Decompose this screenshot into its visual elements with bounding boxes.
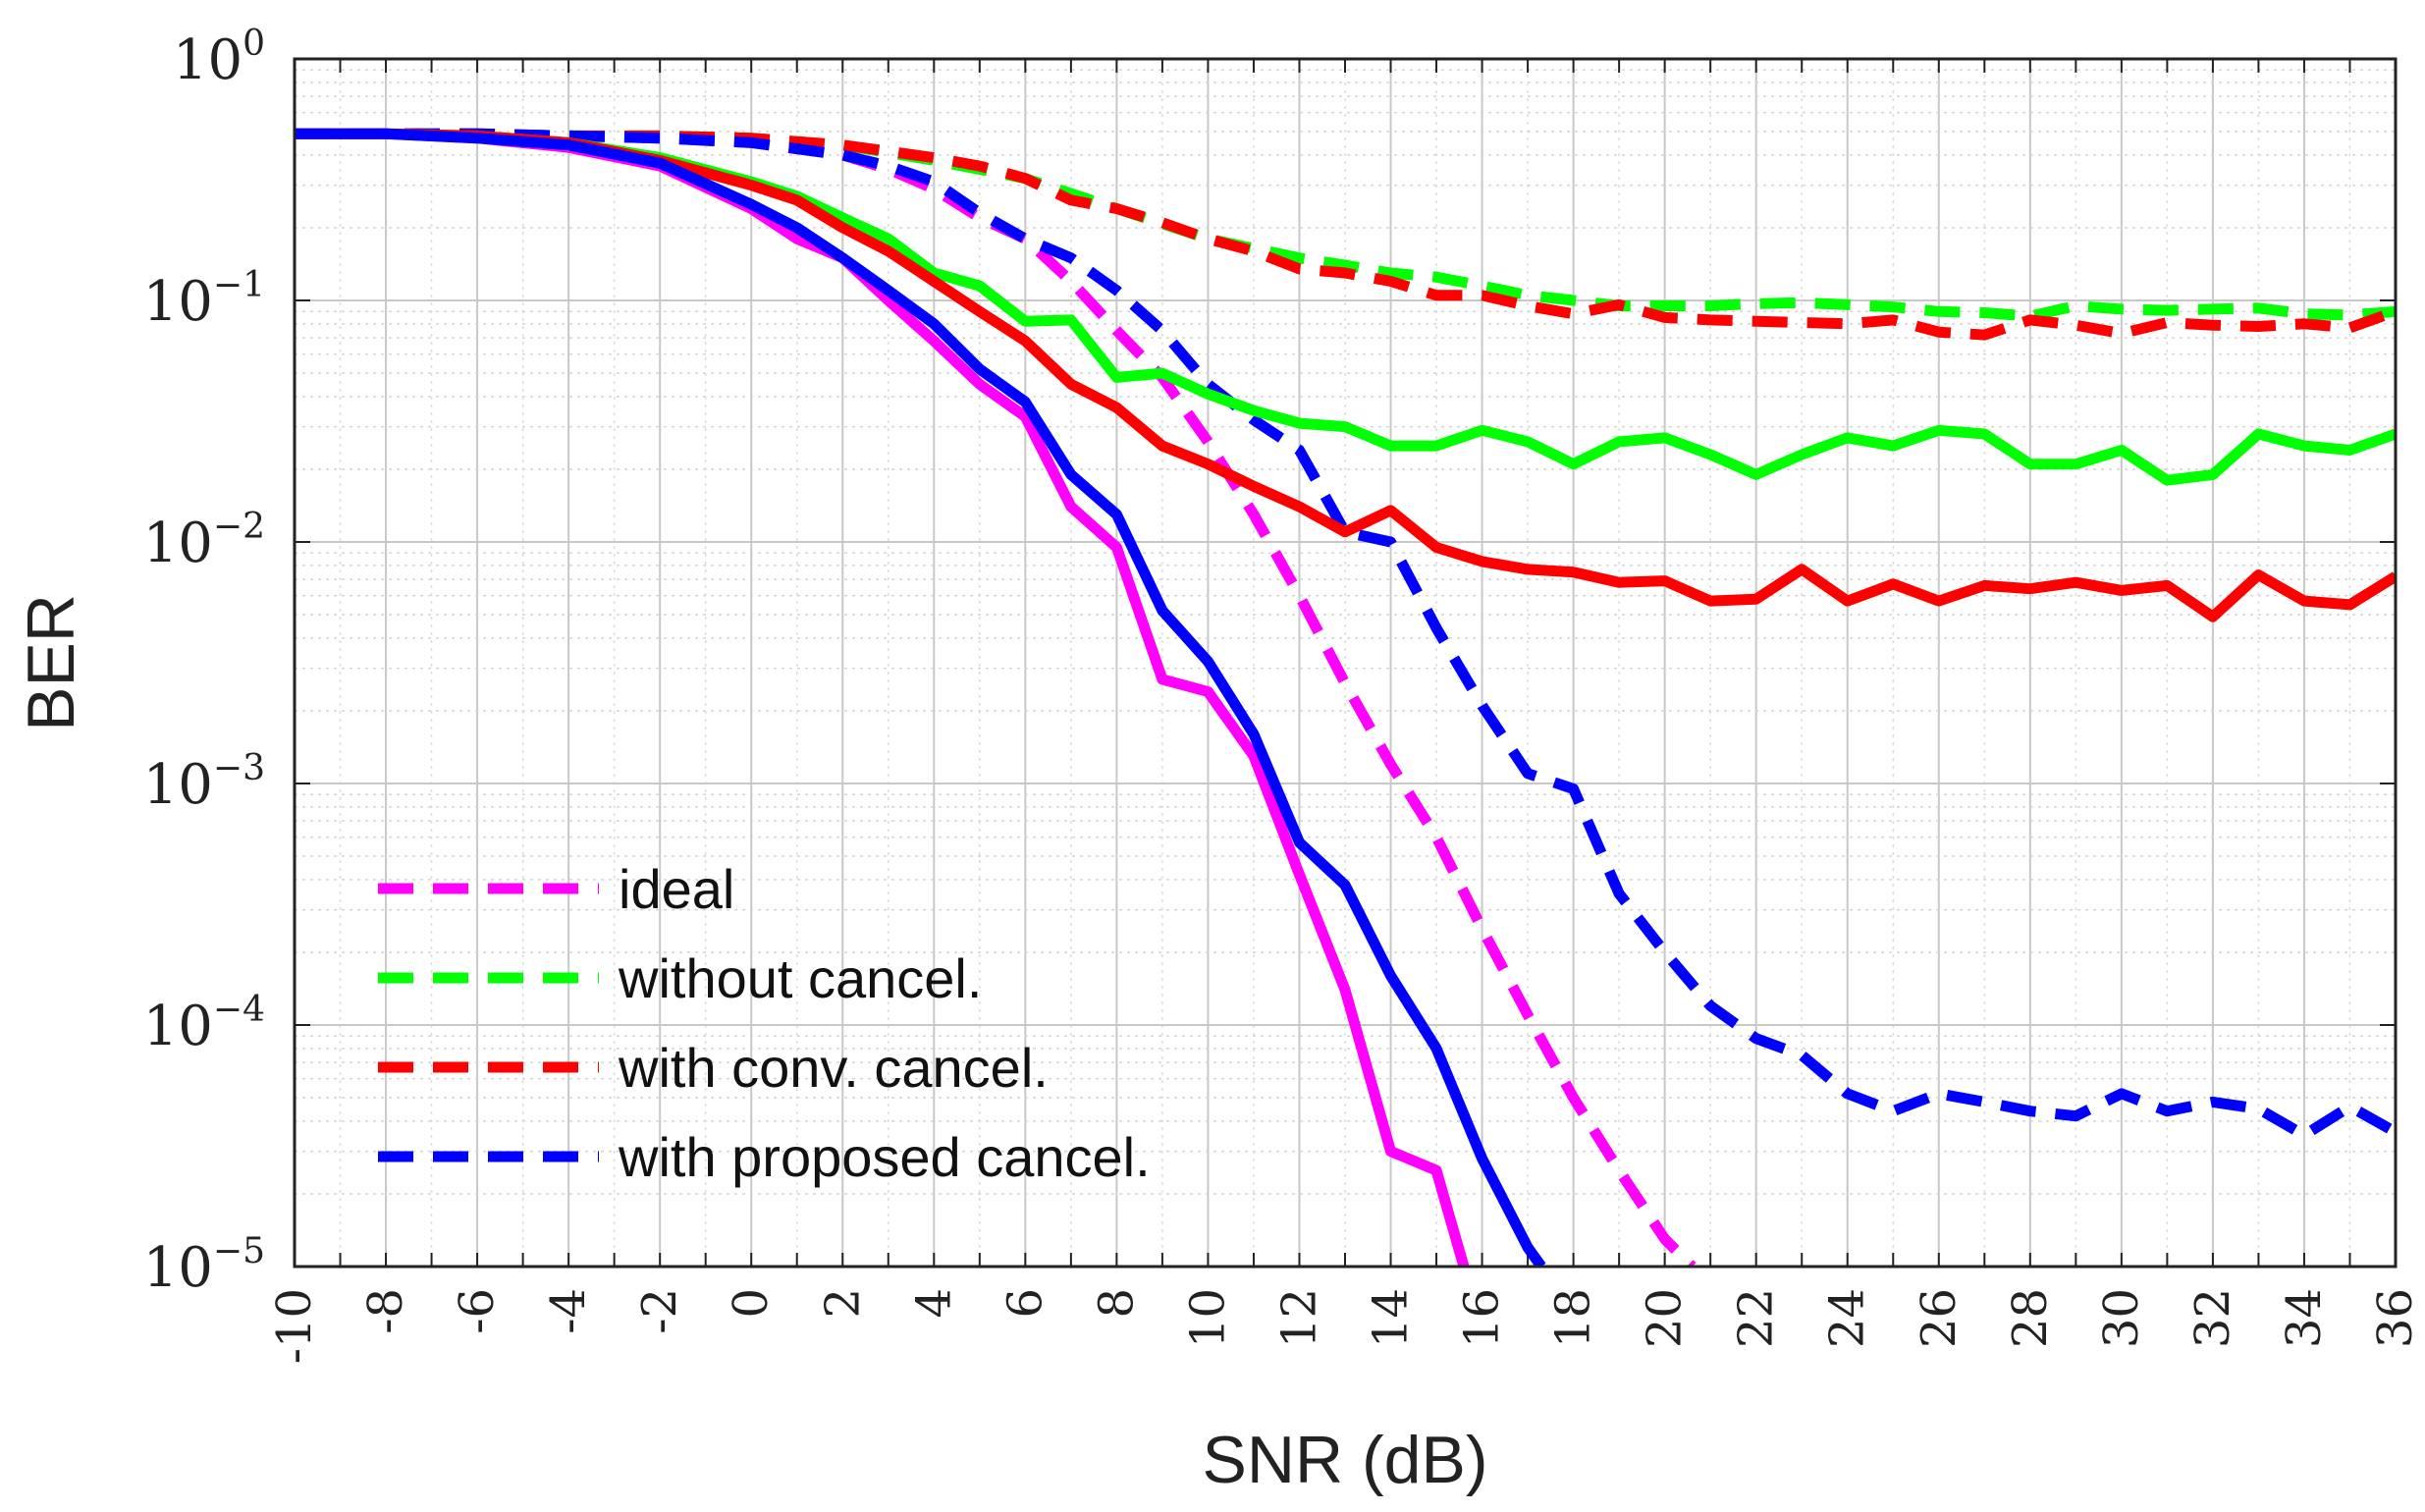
legend-label-3: with proposed cancel. (618, 1126, 1151, 1188)
x-tick-label: 36 (2368, 1288, 2423, 1348)
y-tick-label: 10−4 (143, 990, 265, 1058)
series-line-6 (295, 128, 2396, 622)
x-tick-label: 0 (724, 1288, 779, 1319)
y-ticks: 100 10−1 10−2 10−3 10−4 10−5 (143, 24, 265, 1300)
y-tick-label: 10−2 (143, 507, 265, 575)
series-line-5 (295, 128, 2396, 486)
x-tick-label: 20 (1638, 1288, 1693, 1348)
y-tick-label: 10−1 (143, 265, 265, 334)
x-tick-label: 18 (1546, 1288, 1601, 1348)
x-tick-label: 12 (1272, 1288, 1327, 1348)
y-tick-label: 10−5 (143, 1231, 265, 1300)
x-ticks: -10 -8 -6 -4 -2 0 2 4 6 8 10 12 14 16 18 20 22 24 26 28 30 32… (267, 1288, 2423, 1364)
y-axis-label: BER (14, 594, 88, 731)
x-tick-label: 4 (906, 1288, 961, 1319)
series-line-0 (295, 128, 1697, 1267)
legend-label-1: without cancel. (618, 947, 982, 1009)
x-tick-label: 14 (1364, 1288, 1419, 1348)
x-tick-label: 6 (997, 1288, 1052, 1319)
y-tick-label: 100 (173, 24, 265, 92)
x-tick-label: 32 (2185, 1288, 2240, 1348)
plot-frame (293, 57, 2398, 1269)
x-tick-label: 16 (1455, 1288, 1510, 1348)
x-tick-label: 10 (1180, 1288, 1235, 1348)
x-tick-label: -8 (358, 1288, 413, 1334)
legend-label-2: with conv. cancel. (618, 1037, 1049, 1099)
series-line-2 (295, 128, 2396, 341)
x-tick-label: 26 (1912, 1288, 1967, 1348)
x-tick-label: 28 (2003, 1288, 2058, 1348)
x-tick-label: 30 (2094, 1288, 2149, 1348)
x-tick-label: -2 (632, 1288, 687, 1334)
series-line-7 (295, 128, 1546, 1267)
x-tick-label: -6 (450, 1288, 505, 1334)
series-line-3 (295, 128, 2396, 1141)
x-tick-label: 22 (1729, 1288, 1784, 1348)
x-tick-label: -10 (267, 1288, 322, 1364)
x-tick-label: -4 (541, 1288, 596, 1334)
y-tick-label: 10−3 (143, 748, 265, 817)
series-line-1 (295, 128, 2396, 322)
series-group (295, 128, 2396, 1267)
legend: ideal without cancel. with conv. cancel. wi… (378, 858, 1151, 1188)
x-tick-label: 2 (815, 1288, 870, 1319)
x-axis-label: SNR (dB) (1203, 1423, 1488, 1497)
x-tick-label: 8 (1089, 1288, 1144, 1319)
legend-label-0: ideal (619, 858, 734, 920)
x-tick-label: 34 (2277, 1288, 2332, 1348)
x-tick-label: 24 (1820, 1288, 1875, 1348)
